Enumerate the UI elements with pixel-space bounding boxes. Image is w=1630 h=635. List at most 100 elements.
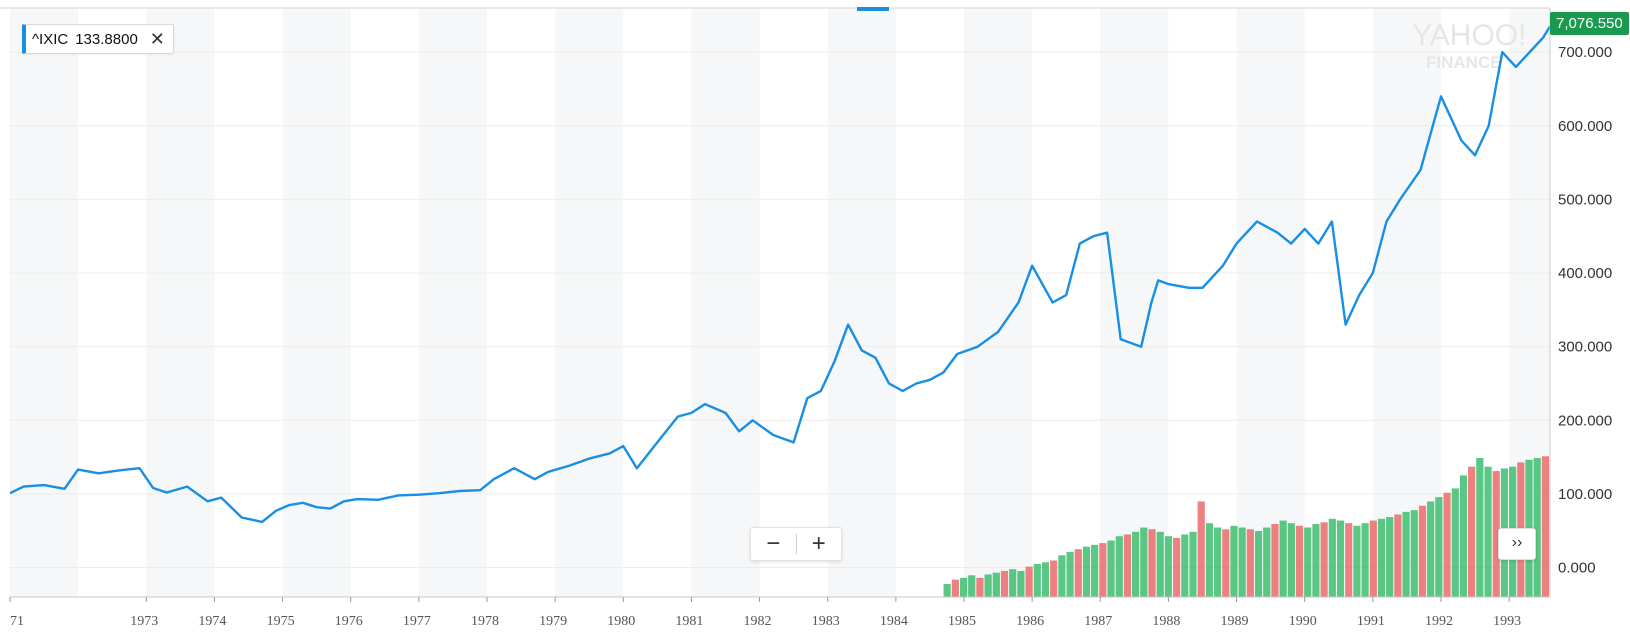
y-tick-label: 700.000 — [1558, 44, 1612, 61]
volume-bar — [1140, 527, 1148, 597]
zoom-in-button[interactable]: + — [811, 530, 826, 557]
year-band — [282, 8, 351, 597]
x-tick-label: 1980 — [607, 614, 635, 629]
legend-value: 133.8800 — [75, 30, 138, 48]
volume-bar — [1410, 510, 1418, 597]
volume-bar — [1238, 527, 1246, 597]
volume-bar — [1353, 525, 1361, 597]
year-band — [1372, 8, 1441, 597]
volume-bar — [959, 577, 968, 597]
volume-bar — [1058, 555, 1066, 597]
volume-bar — [1181, 534, 1189, 597]
volume-bar — [1050, 560, 1058, 597]
year-band — [555, 8, 624, 597]
year-band — [963, 8, 1033, 597]
volume-bar — [992, 572, 1000, 597]
volume-bar — [1328, 518, 1336, 597]
volume-bar — [1115, 536, 1123, 597]
volume-bar — [1132, 531, 1140, 597]
volume-bar — [1476, 458, 1484, 597]
zoom-divider — [795, 534, 797, 554]
year-band — [418, 8, 487, 597]
series-legend[interactable]: ^IXIC 133.8800 ✕ — [22, 24, 174, 54]
volume-bar — [1451, 488, 1459, 597]
x-tick-label: 1974 — [198, 614, 226, 629]
volume-bar — [1394, 514, 1402, 597]
volume-bar — [1230, 525, 1238, 597]
volume-bar — [1541, 456, 1549, 597]
year-bands — [10, 8, 1550, 597]
year-band — [1236, 8, 1305, 597]
volume-bar — [1156, 531, 1164, 597]
volume-bar — [1246, 529, 1254, 597]
volume-bar — [1164, 536, 1173, 597]
volume-bar — [1402, 511, 1410, 597]
y-tick-label: 200.000 — [1558, 412, 1612, 429]
volume-bar — [1123, 534, 1132, 597]
y-tick-label: 0.000 — [1558, 560, 1596, 577]
x-tick-label: 1975 — [267, 614, 295, 629]
x-tick-label: 1984 — [880, 614, 908, 629]
y-tick-label: 600.000 — [1558, 118, 1612, 135]
y-axis-ticks: 0.000 100.000 200.000 300.000 400.000 500.000… — [1558, 44, 1612, 576]
y-tick-label: 300.000 — [1558, 339, 1612, 356]
year-band — [691, 8, 760, 597]
gridlines — [10, 51, 1550, 569]
chevrons-right-icon: ›› — [1511, 534, 1523, 551]
volume-bar — [1427, 501, 1435, 597]
x-tick-label: 1989 — [1221, 614, 1249, 629]
price-line — [9, 25, 1552, 524]
volume-bar — [1205, 523, 1213, 597]
legend-symbol: ^IXIC — [32, 30, 69, 48]
volume-bar — [1492, 471, 1500, 597]
x-tick-label: 1983 — [812, 614, 840, 629]
volume-bar — [1279, 520, 1287, 597]
volume-bar — [1189, 531, 1197, 597]
top-range-indicator — [857, 7, 889, 11]
volume-bar — [951, 579, 959, 597]
volume-bar — [1304, 527, 1312, 597]
volume-bar — [1033, 563, 1041, 597]
watermark-line1: YAHOO! — [1412, 19, 1526, 52]
volume-bar — [1459, 475, 1468, 597]
volume-bar — [1484, 466, 1492, 597]
volume-bar — [1271, 524, 1279, 597]
volume-bar — [1025, 566, 1033, 597]
zoom-out-button[interactable]: − — [766, 530, 781, 557]
volume-bar — [1222, 529, 1230, 597]
volume-bar — [1066, 551, 1074, 597]
x-tick-label: 1990 — [1289, 614, 1317, 629]
volume-bar — [1468, 466, 1476, 597]
x-tick-label: 1982 — [744, 614, 772, 629]
volume-bar — [976, 577, 984, 597]
volume-bar — [1287, 523, 1295, 597]
watermark-line2: FINANCE — [1426, 53, 1502, 72]
volume-bar — [1091, 544, 1099, 597]
volume-bar — [1082, 546, 1091, 597]
volume-bar — [968, 575, 976, 597]
volume-bar — [1295, 525, 1304, 597]
year-band — [146, 8, 215, 597]
volume-bar — [1377, 518, 1386, 597]
x-tick-label: 1993 — [1493, 614, 1521, 629]
volume-bar — [1099, 543, 1107, 597]
close-icon[interactable]: ✕ — [149, 29, 165, 49]
x-tick-label: 1978 — [471, 614, 499, 629]
volume-bar — [1254, 530, 1263, 597]
volume-bar — [943, 583, 951, 597]
x-tick-label: 1986 — [1016, 614, 1044, 629]
x-tick-label: 1987 — [1084, 614, 1112, 629]
zoom-controls: − + — [750, 527, 842, 561]
y-tick-label: 400.000 — [1558, 265, 1612, 282]
volume-bar — [1213, 527, 1222, 597]
expand-chart-button[interactable]: ›› — [1498, 528, 1536, 560]
volume-bar — [1336, 520, 1345, 597]
year-band — [10, 8, 79, 597]
volume-bar — [1017, 570, 1025, 597]
volume-bar — [984, 574, 992, 597]
volume-bar — [1369, 520, 1377, 597]
volume-bar — [1000, 570, 1009, 597]
x-tick-label: 1979 — [539, 614, 567, 629]
volume-bar — [1009, 569, 1017, 597]
